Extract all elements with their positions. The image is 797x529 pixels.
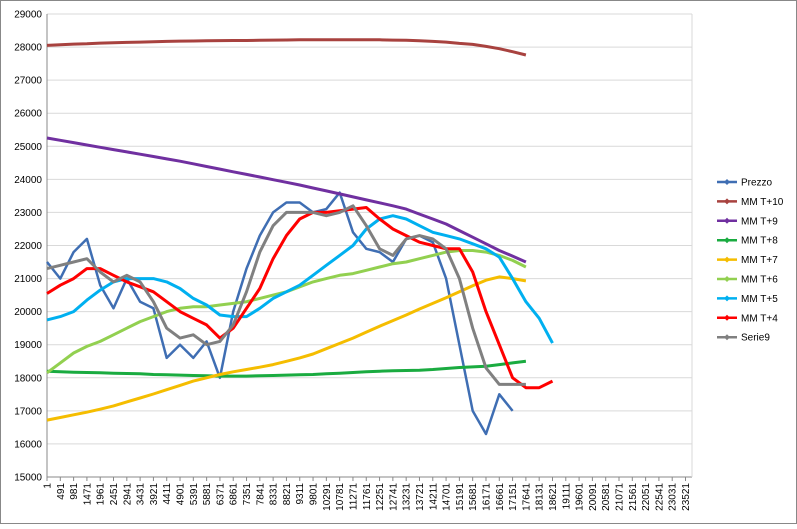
x-tick-label: 9801: [309, 483, 320, 506]
y-tick-label: 24000: [14, 175, 42, 186]
x-tick-label: 16171: [481, 483, 492, 511]
legend-label: MM T+10: [741, 197, 784, 208]
x-tick-label: 2941: [122, 483, 133, 506]
x-tick-label: 1: [43, 483, 54, 489]
y-tick-label: 23000: [14, 208, 42, 219]
series-line: [46, 359, 527, 378]
x-tick-label: 5881: [202, 483, 213, 506]
x-tick-label: 14701: [442, 483, 453, 511]
x-tick-label: 16661: [495, 483, 506, 511]
y-tick-label: 21000: [14, 274, 42, 285]
legend-label: MM T+4: [741, 313, 778, 324]
x-tick-label: 1961: [96, 483, 107, 506]
legend-marker: [724, 217, 730, 224]
x-tick-label: 5391: [189, 483, 200, 506]
x-tick-label: 13231: [402, 483, 413, 511]
y-tick-label: 20000: [14, 307, 42, 318]
x-tick-label: 12741: [388, 483, 399, 511]
legend-label: MM T+8: [741, 236, 778, 247]
y-tick-label: 18000: [14, 373, 42, 384]
x-tick-label: 17151: [508, 483, 519, 511]
x-tick-label: 19601: [575, 483, 586, 511]
y-tick-label: 28000: [14, 43, 42, 54]
y-tick-label: 17000: [14, 406, 42, 417]
x-tick-label: 981: [69, 483, 80, 500]
legend-label: MM T+6: [741, 275, 778, 286]
legend-label: MM T+5: [741, 294, 778, 305]
x-tick-label: 8331: [269, 483, 280, 506]
x-tick-label: 12251: [375, 483, 386, 511]
x-tick-label: 8821: [282, 483, 293, 506]
x-tick-label: 10781: [335, 483, 346, 511]
x-tick-label: 15681: [468, 483, 479, 511]
x-tick-label: 9311: [295, 483, 306, 505]
x-tick-label: 17641: [521, 483, 532, 511]
x-tick-label: 22541: [654, 483, 665, 511]
x-tick-label: 6861: [229, 483, 240, 506]
x-tick-label: 10291: [322, 483, 333, 511]
series-line: [46, 136, 527, 264]
x-tick-label: 2451: [109, 483, 120, 506]
x-tick-label: 23521: [681, 483, 692, 511]
x-tick-label: 19111: [561, 483, 572, 510]
legend-label: Prezzo: [741, 178, 773, 189]
series-line: [46, 204, 526, 386]
x-tick-label: 21561: [628, 483, 639, 511]
series-line: [46, 206, 554, 390]
y-tick-label: 16000: [14, 439, 42, 450]
x-tick-label: 18131: [535, 483, 546, 511]
y-tick-label: 19000: [14, 340, 42, 351]
series-line: [46, 38, 527, 57]
series-line: [46, 191, 514, 436]
legend-label: MM T+7: [741, 255, 778, 266]
legend-marker: [724, 237, 730, 244]
x-tick-label: 22051: [641, 483, 652, 511]
series-line: [46, 275, 527, 422]
x-tick-label: 3921: [149, 483, 160, 506]
x-tick-label: 4901: [176, 483, 187, 506]
x-tick-label: 7841: [255, 483, 266, 506]
y-tick-label: 22000: [14, 241, 42, 252]
x-tick-label: 14211: [428, 483, 439, 511]
x-tick-label: 491: [56, 483, 67, 500]
x-tick-label: 7351: [242, 483, 253, 506]
legend-marker: [724, 314, 730, 321]
x-tick-label: 6371: [215, 483, 226, 506]
x-tick-label: 11271: [348, 483, 359, 511]
x-tick-label: 4411: [162, 483, 173, 505]
x-tick-label: 13721: [415, 483, 426, 511]
x-tick-label: 20581: [601, 483, 612, 511]
legend-label: MM T+9: [741, 216, 778, 227]
x-tick-label: 1471: [82, 483, 93, 506]
legend-label: Serie9: [741, 333, 770, 344]
x-tick-label: 15191: [455, 483, 466, 511]
legend-marker: [724, 295, 730, 302]
legend-marker: [724, 256, 730, 263]
x-tick-label: 20091: [588, 483, 599, 511]
y-tick-label: 26000: [14, 109, 42, 120]
legend-marker: [724, 179, 730, 185]
x-tick-label: 23031: [668, 483, 679, 511]
x-tick-label: 21071: [615, 483, 626, 511]
x-tick-label: 18621: [548, 483, 559, 511]
x-tick-label: 11761: [362, 483, 373, 511]
legend-marker: [724, 276, 730, 282]
x-tick-label: 3431: [136, 483, 147, 506]
legend-marker: [724, 334, 730, 341]
y-tick-label: 29000: [14, 10, 42, 21]
y-tick-label: 25000: [14, 142, 42, 153]
y-tick-label: 27000: [14, 76, 42, 87]
legend-marker: [724, 198, 730, 205]
y-tick-label: 15000: [14, 473, 42, 484]
